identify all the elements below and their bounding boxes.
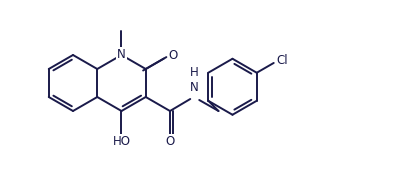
Text: Cl: Cl [276,54,288,67]
Text: HO: HO [113,135,130,148]
Text: O: O [166,135,175,148]
Text: O: O [169,49,178,62]
Text: H
N: H N [190,66,199,94]
Text: N: N [117,49,126,62]
